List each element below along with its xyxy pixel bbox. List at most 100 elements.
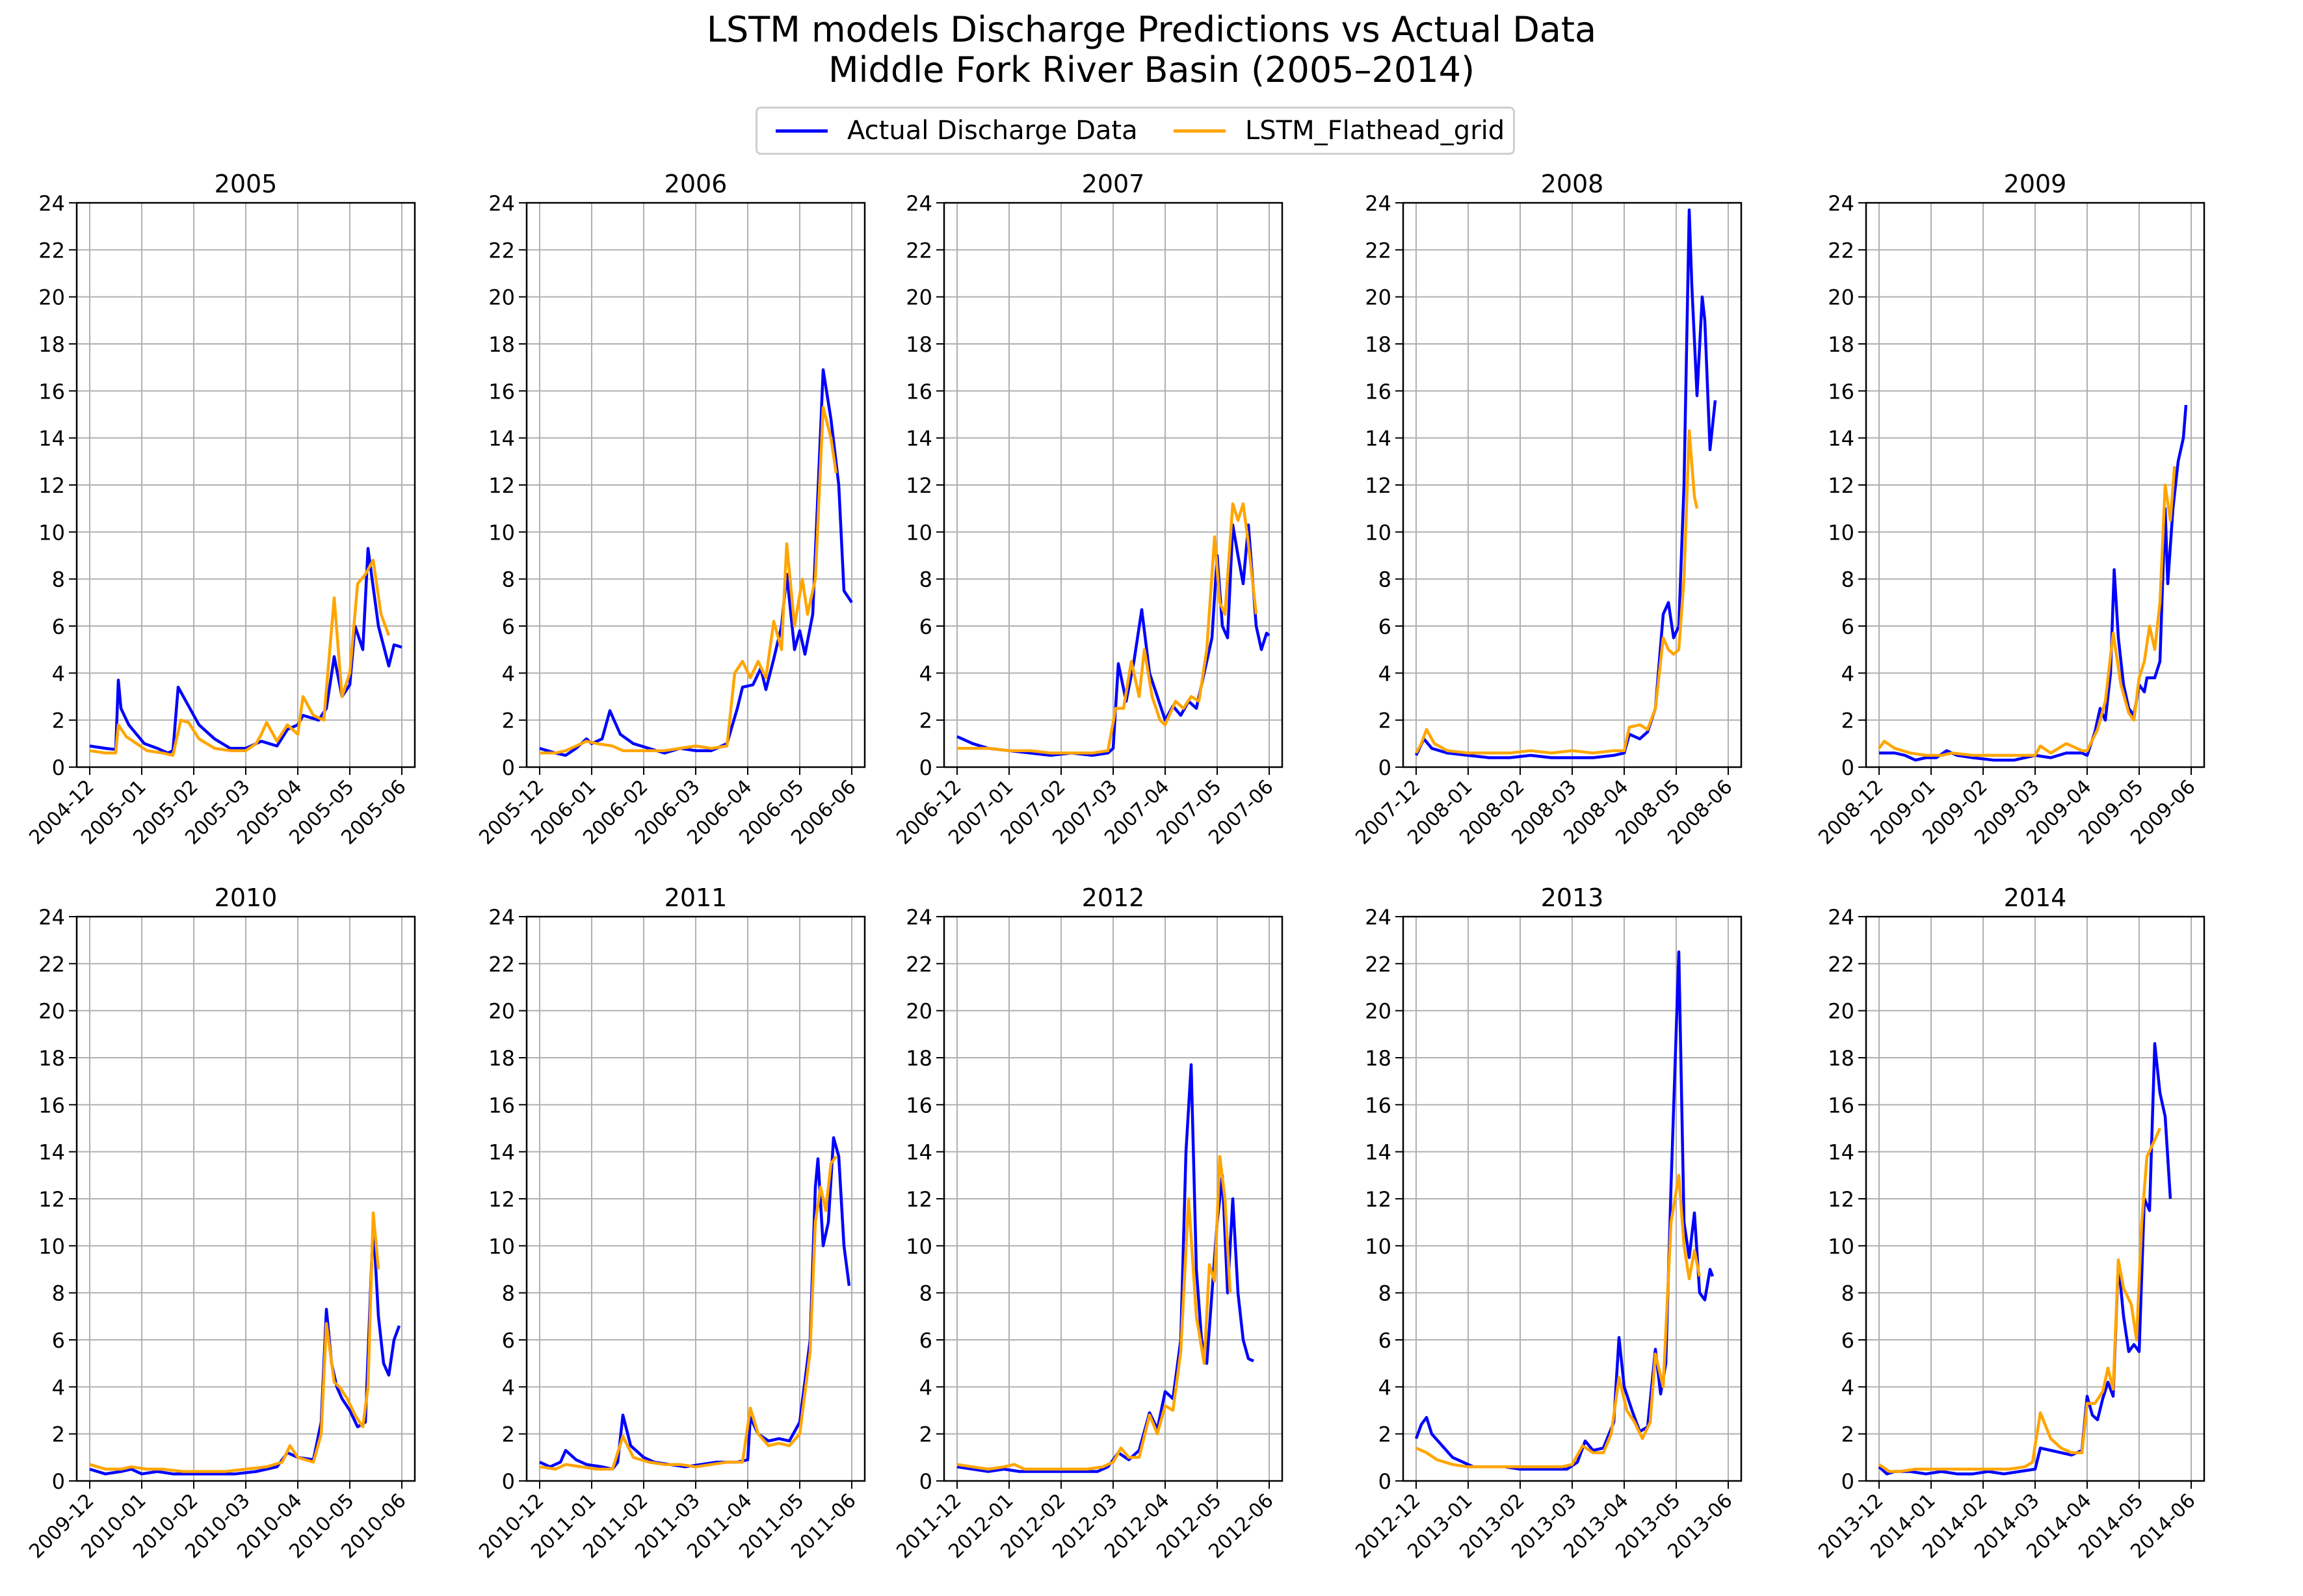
y-tick-label: 8: [502, 568, 515, 592]
y-tick-label: 14: [906, 426, 932, 451]
y-tick-label: 14: [1828, 426, 1854, 451]
y-tick-label: 20: [1365, 999, 1391, 1024]
axes-frame: [943, 202, 1283, 768]
y-tick-label: 6: [502, 1328, 515, 1353]
subplot-2013: 20130246810121416182022242012-122013-012…: [1351, 883, 1743, 1563]
y-tick-label: 18: [906, 1046, 932, 1071]
y-tick-label: 0: [919, 755, 932, 780]
y-tick-label: 18: [1828, 1046, 1854, 1071]
y-tick-label: 22: [906, 238, 932, 263]
series-line-lstm: [1878, 1127, 2162, 1473]
subplot-2008: 20080246810121416182022242007-122008-012…: [1351, 170, 1743, 849]
y-tick-label: 14: [38, 1140, 65, 1165]
series-line-actual: [1414, 950, 1715, 1471]
y-tick-label: 6: [1841, 1328, 1854, 1353]
y-tick-label: 8: [1841, 1281, 1854, 1306]
legend-swatch-lstm: [1174, 129, 1226, 133]
y-tick-label: 10: [906, 520, 932, 545]
y-tick-label: 8: [919, 1281, 932, 1306]
y-tick-label: 18: [38, 1046, 65, 1071]
y-tick-label: 2: [502, 1422, 515, 1447]
axes-frame: [525, 915, 866, 1482]
y-tick-label: 24: [906, 191, 932, 216]
y-tick-label: 18: [488, 332, 515, 357]
y-tick-label: 10: [38, 520, 65, 545]
series-line-lstm: [540, 406, 838, 755]
y-tick-label: 14: [488, 1140, 515, 1165]
y-tick-label: 2: [919, 1422, 932, 1447]
y-tick-label: 24: [1365, 905, 1391, 930]
y-tick-label: 22: [1365, 952, 1391, 976]
y-tick-label: 10: [1828, 520, 1854, 545]
y-tick-label: 4: [1841, 1375, 1854, 1400]
legend-entry-lstm: LSTM_Flathead_grid: [1174, 109, 1505, 153]
y-tick-label: 0: [1841, 1469, 1854, 1494]
y-tick-label: 18: [1365, 332, 1391, 357]
y-tick-label: 14: [1828, 1140, 1854, 1165]
y-tick-label: 16: [1828, 1093, 1854, 1118]
series-line-actual: [89, 1220, 401, 1476]
axes-frame: [525, 202, 866, 768]
y-tick-label: 20: [1365, 285, 1391, 310]
y-tick-label: 12: [1828, 473, 1854, 498]
y-tick-label: 20: [38, 285, 65, 310]
y-tick-label: 0: [1378, 755, 1391, 780]
y-tick-label: 14: [1365, 426, 1391, 451]
y-tick-label: 6: [919, 1328, 932, 1353]
y-tick-label: 0: [1841, 755, 1854, 780]
y-tick-label: 24: [38, 191, 65, 216]
y-tick-label: 20: [906, 285, 932, 310]
y-tick-label: 16: [38, 379, 65, 404]
y-tick-label: 2: [52, 1422, 65, 1447]
y-tick-label: 18: [906, 332, 932, 357]
y-tick-label: 8: [919, 568, 932, 592]
y-tick-label: 10: [906, 1234, 932, 1259]
subplot-title: 2012: [1082, 883, 1145, 912]
axes-frame: [1865, 915, 2205, 1482]
y-tick-label: 12: [38, 1187, 65, 1212]
legend-swatch-actual: [776, 129, 828, 133]
y-tick-label: 8: [1841, 568, 1854, 592]
figure-title-line1: LSTM models Discharge Predictions vs Act…: [706, 9, 1597, 50]
y-tick-label: 18: [1828, 332, 1854, 357]
axes-frame: [943, 915, 1283, 1482]
series-line-lstm: [89, 558, 391, 757]
y-tick-label: 10: [488, 520, 515, 545]
y-tick-label: 20: [488, 285, 515, 310]
subplot-title: 2009: [2004, 170, 2067, 198]
series-line-lstm: [956, 1155, 1232, 1471]
series-line-lstm: [89, 1211, 380, 1473]
y-tick-label: 0: [1378, 1469, 1391, 1494]
y-tick-label: 8: [1378, 568, 1391, 592]
y-tick-label: 6: [919, 614, 932, 639]
series-line-actual: [1414, 208, 1717, 759]
y-tick-label: 0: [502, 1469, 515, 1494]
y-tick-label: 8: [502, 1281, 515, 1306]
y-tick-label: 2: [1378, 709, 1391, 733]
series-line-lstm: [539, 1155, 837, 1471]
y-tick-label: 12: [38, 473, 65, 498]
y-tick-label: 4: [52, 661, 65, 686]
y-tick-label: 18: [488, 1046, 515, 1071]
y-tick-label: 20: [38, 999, 65, 1024]
subplot-2011: 20110246810121416182022242010-122011-012…: [475, 883, 866, 1563]
y-tick-label: 2: [52, 709, 65, 733]
y-tick-label: 10: [1828, 1234, 1854, 1259]
series-line-lstm: [1415, 1173, 1702, 1469]
axes-frame: [75, 915, 416, 1482]
y-tick-label: 22: [38, 952, 65, 976]
axes-frame: [1865, 202, 2205, 768]
y-tick-label: 12: [906, 1187, 932, 1212]
subplot-title: 2011: [665, 883, 728, 912]
series-line-actual: [1879, 404, 2188, 762]
subplot-title: 2007: [1082, 170, 1145, 198]
y-tick-label: 6: [1378, 1328, 1391, 1353]
subplot-title: 2014: [2004, 883, 2067, 912]
y-tick-label: 6: [1841, 614, 1854, 639]
subplot-title: 2006: [665, 170, 728, 198]
y-tick-label: 22: [906, 952, 932, 976]
series-line-lstm: [957, 502, 1258, 755]
y-tick-label: 18: [1365, 1046, 1391, 1071]
y-tick-label: 22: [1828, 952, 1854, 976]
y-tick-label: 12: [1365, 473, 1391, 498]
